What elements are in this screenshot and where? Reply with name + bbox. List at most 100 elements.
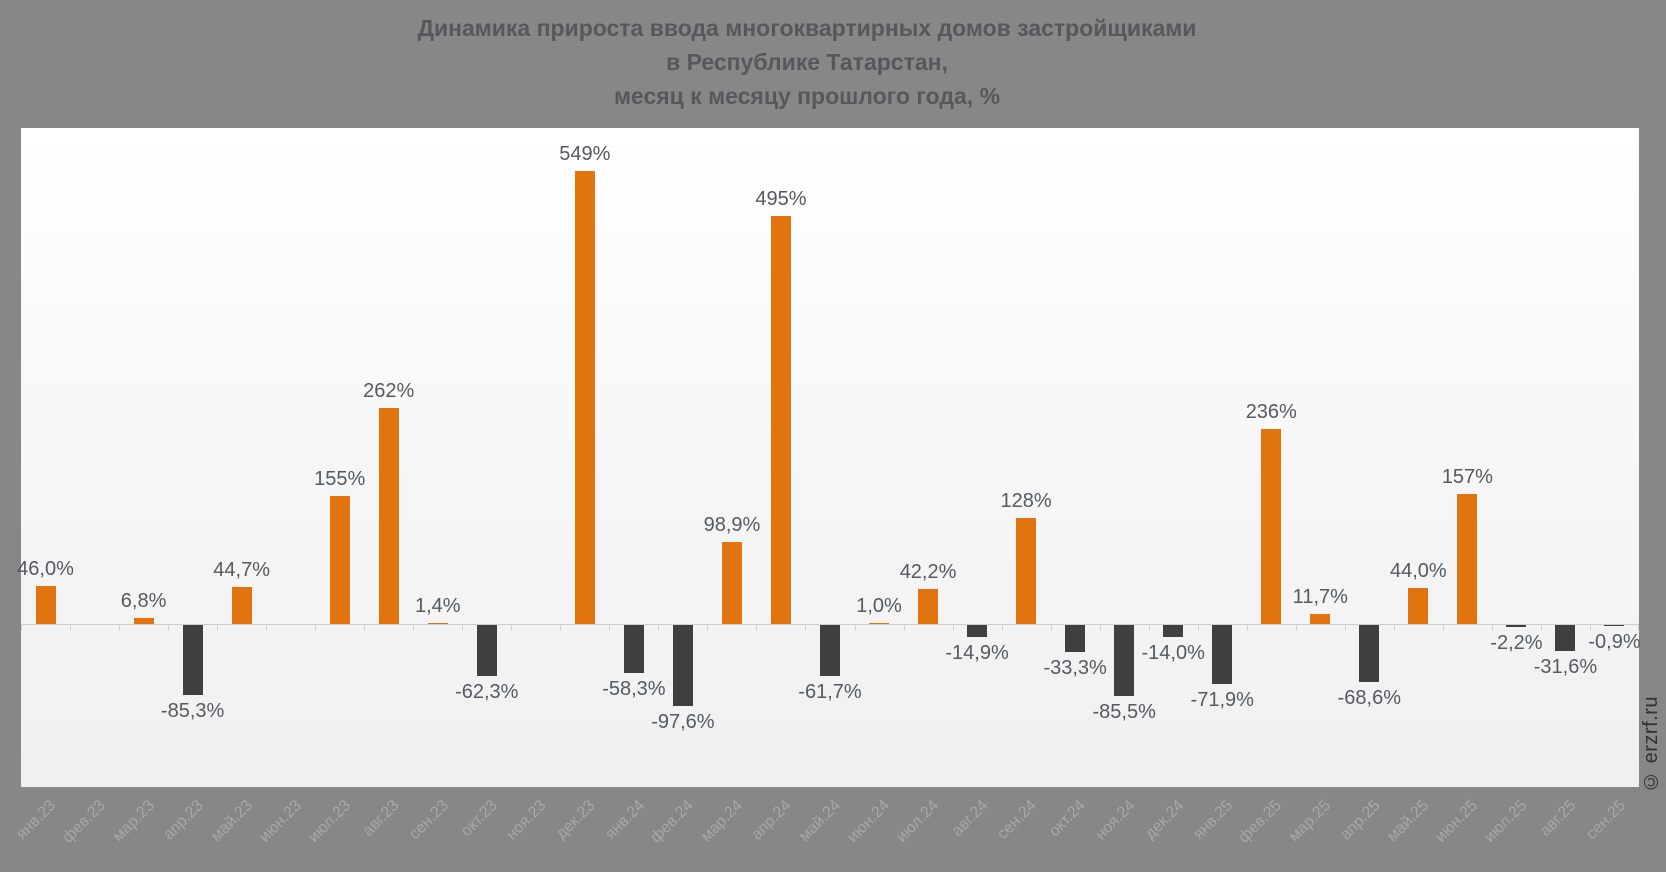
bar <box>1261 429 1282 624</box>
axis-tick <box>756 625 757 630</box>
axis-tick <box>953 625 954 630</box>
x-axis-label: апр.23 <box>160 797 207 844</box>
bar <box>918 589 939 624</box>
chart-title-line2: в Республике Татарстан, <box>666 49 948 75</box>
axis-tick <box>1345 625 1346 630</box>
bar <box>378 407 399 624</box>
x-axis-label: янв.24 <box>601 797 648 844</box>
bar-label: -85,5% <box>1092 700 1156 723</box>
x-axis-label: окт.23 <box>457 797 501 841</box>
axis-tick <box>168 625 169 630</box>
axis-tick <box>1394 625 1395 630</box>
bar-label: 44,0% <box>1390 559 1447 582</box>
x-axis-label: июн.24 <box>844 797 894 846</box>
x-axis-label: май.24 <box>795 797 845 846</box>
x-axis-label: фев.24 <box>647 797 697 847</box>
axis-tick <box>1002 625 1003 630</box>
x-axis-label: апр.25 <box>1336 797 1384 844</box>
x-axis-label: июл.24 <box>893 797 943 846</box>
axis-tick <box>1198 625 1199 630</box>
bar-label: 44,7% <box>213 559 270 582</box>
x-axis-label: фев.25 <box>1235 797 1286 847</box>
x-axis-label: май.25 <box>1384 797 1433 846</box>
x-axis-label: сен.25 <box>1582 797 1629 843</box>
bar <box>231 587 252 624</box>
x-axis-label: мар.23 <box>109 797 158 846</box>
bar <box>1555 625 1576 652</box>
axis-tick <box>707 625 708 630</box>
axis-tick <box>217 625 218 630</box>
bar <box>1212 625 1233 685</box>
bar-label: 42,2% <box>899 561 957 584</box>
bar-label: 155% <box>314 468 366 491</box>
bar <box>869 623 890 624</box>
bar <box>1163 625 1184 637</box>
bar-label: 495% <box>755 187 807 210</box>
x-axis-label: апр.24 <box>748 797 796 844</box>
bar <box>770 215 791 624</box>
bar-label: 11,7% <box>1292 586 1348 609</box>
bar <box>1506 625 1527 627</box>
x-axis-label: янв.25 <box>1190 797 1237 844</box>
bar-label: 236% <box>1245 401 1297 424</box>
x-axis-label: дек.24 <box>1141 797 1188 843</box>
axis-tick <box>1443 625 1444 630</box>
x-axis-label: сен.23 <box>405 797 452 843</box>
bar <box>427 622 448 624</box>
chart-title: Динамика прироста ввода многоквартирных … <box>0 11 1614 113</box>
bar-label: -71,9% <box>1190 689 1254 712</box>
axis-tick <box>1051 625 1052 630</box>
bar-label: 128% <box>1000 490 1052 513</box>
bar <box>329 496 350 624</box>
bar <box>133 618 154 624</box>
bar-label: -97,6% <box>651 710 715 733</box>
axis-tick <box>855 625 856 630</box>
bar-label: -61,7% <box>798 680 862 703</box>
axis-tick <box>1296 625 1297 630</box>
bar <box>672 625 693 706</box>
bar-label: -33,3% <box>1043 657 1107 680</box>
bar-label: 6,8% <box>120 590 167 613</box>
axis-tick <box>805 625 806 630</box>
bar-label: -0,9% <box>1588 630 1641 653</box>
zero-line <box>21 624 1639 625</box>
bar <box>1604 625 1625 626</box>
bar <box>1065 625 1086 653</box>
bar-label: 157% <box>1441 466 1493 489</box>
axis-tick <box>658 625 659 630</box>
plot-area: 46,0% 6,8% -85,3% 44,7% 155% 262% 1,4% -62,3% 54… <box>17 128 1641 787</box>
x-axis-label: июл.25 <box>1481 797 1531 846</box>
axis-tick <box>1638 625 1639 630</box>
axis-tick <box>1149 625 1150 630</box>
x-axis-label: фев.23 <box>59 797 109 847</box>
x-axis-label: янв.23 <box>13 797 60 844</box>
x-axis-label: май.23 <box>207 797 256 846</box>
axis-tick <box>1590 625 1591 630</box>
axis-tick <box>266 625 267 630</box>
x-axis-label: июл.23 <box>304 797 354 846</box>
bar-label: 98,9% <box>703 514 761 537</box>
bar-label: 549% <box>559 143 611 166</box>
bar <box>35 586 56 624</box>
chart-title-line3: месяц к месяцу прошлого года, % <box>613 83 1001 109</box>
copyright-watermark: © erzrf.ru <box>1640 696 1662 792</box>
axis-tick <box>364 625 365 630</box>
bar-label: -85,3% <box>160 700 225 723</box>
bar <box>1114 625 1135 696</box>
bar <box>182 625 203 696</box>
x-axis-label: окт.24 <box>1046 797 1090 841</box>
bar <box>1016 518 1037 624</box>
axis-tick <box>1541 625 1542 630</box>
axis-tick <box>70 625 71 630</box>
bar <box>574 171 595 624</box>
x-axis-label: авг.25 <box>1536 797 1580 840</box>
x-axis-label: сен.24 <box>994 797 1041 843</box>
bar <box>820 625 840 676</box>
bar <box>476 625 497 677</box>
x-axis-label: ноя.23 <box>503 797 550 844</box>
axis-tick <box>413 625 414 630</box>
x-axis-label: июн.23 <box>255 797 305 846</box>
axis-tick <box>315 625 316 630</box>
x-axis-label: мар.25 <box>1286 797 1335 846</box>
